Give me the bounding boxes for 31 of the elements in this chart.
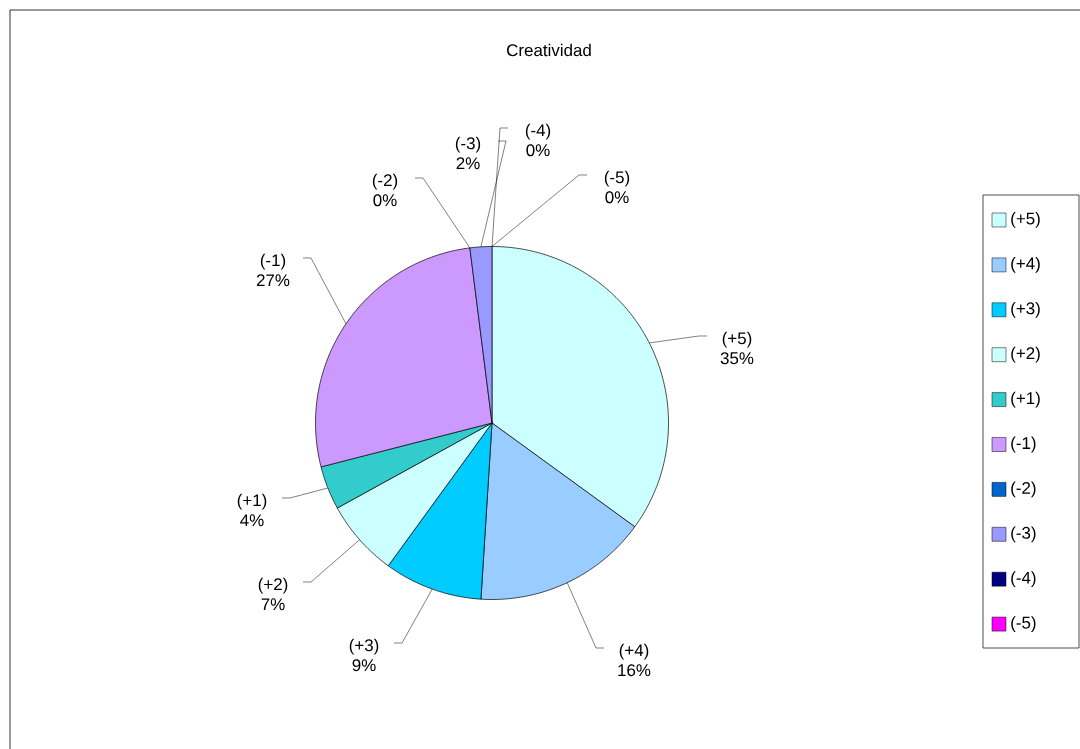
legend-label: (-5) xyxy=(1011,616,1036,632)
data-label: 16% xyxy=(618,664,651,677)
category-label: (-4) xyxy=(525,123,551,140)
text: 0% xyxy=(526,144,550,157)
legend-label: (-4) xyxy=(1011,571,1036,588)
legend-label: (+4) xyxy=(1011,257,1040,273)
slice-label: (-1) xyxy=(260,253,286,270)
category-label: (-2) xyxy=(372,173,398,190)
legend-label: (+3) xyxy=(1011,301,1040,318)
data-label: 7% xyxy=(261,598,285,611)
slice-label: (+1) xyxy=(237,493,267,510)
legend-label: (-3) xyxy=(1011,526,1036,543)
chart-title: Creatividad xyxy=(507,43,591,57)
legend-label: (+5) xyxy=(1011,212,1040,228)
legend-label: (+2) xyxy=(1011,346,1040,363)
slice-label: (+5) xyxy=(722,331,752,348)
legend-label: (+1) xyxy=(1011,391,1040,408)
legend-label: (-1) xyxy=(1011,436,1036,453)
data-label: 2% xyxy=(456,157,480,170)
category-label: (-5) xyxy=(604,170,630,187)
data-label: 27% xyxy=(256,274,290,287)
data-label: 4% xyxy=(240,514,264,527)
data-label: 35% xyxy=(720,352,754,365)
text: 0% xyxy=(605,191,629,204)
slice-label: (+2) xyxy=(258,577,288,594)
slice-label: (+3) xyxy=(349,638,379,655)
slice-label: (-3) xyxy=(455,136,481,153)
data-label: 9% xyxy=(352,659,376,672)
slice-label: (+4) xyxy=(619,643,649,660)
legend-label: (-2) xyxy=(1011,481,1036,498)
text: 0% xyxy=(373,194,397,207)
